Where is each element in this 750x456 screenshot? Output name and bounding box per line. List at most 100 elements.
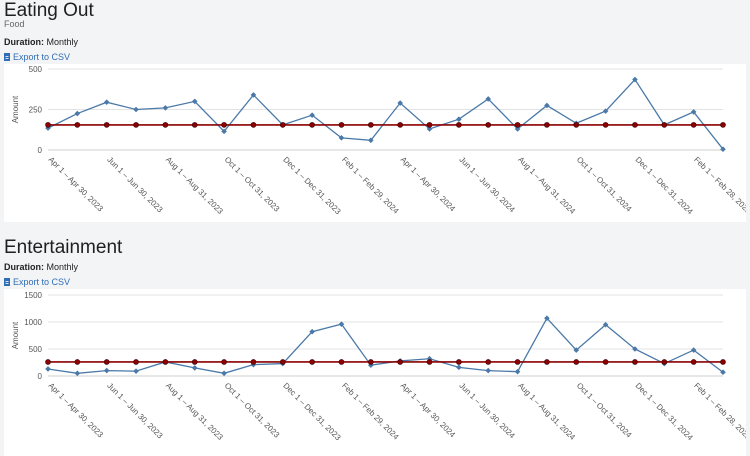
average-point[interactable] <box>397 359 403 365</box>
data-point[interactable] <box>74 370 81 377</box>
average-point[interactable] <box>191 122 198 128</box>
data-point[interactable] <box>514 368 521 375</box>
average-point[interactable] <box>573 122 580 128</box>
average-point[interactable] <box>74 122 81 128</box>
data-point[interactable] <box>690 347 697 353</box>
average-point[interactable] <box>162 359 169 365</box>
data-point[interactable] <box>514 126 521 132</box>
average-point[interactable] <box>573 359 580 365</box>
data-point[interactable] <box>368 137 374 144</box>
average-point[interactable] <box>74 359 81 365</box>
average-point[interactable] <box>191 359 198 365</box>
document-icon <box>4 278 10 288</box>
data-point[interactable] <box>602 108 609 114</box>
export-csv-link[interactable]: Export to CSV <box>4 277 70 288</box>
average-point[interactable] <box>250 359 257 365</box>
average-point[interactable] <box>309 122 315 128</box>
average-point[interactable] <box>661 359 668 365</box>
category-title: Entertainment <box>4 237 123 258</box>
data-point[interactable] <box>573 347 580 353</box>
section-eating-out: Eating Out Food Duration: Monthly Export… <box>0 0 750 225</box>
data-point[interactable] <box>309 112 315 118</box>
data-point[interactable] <box>103 367 110 374</box>
average-point[interactable] <box>514 359 521 365</box>
data-point[interactable] <box>397 100 403 106</box>
average-point[interactable] <box>690 122 697 128</box>
data-point[interactable] <box>250 92 257 98</box>
average-point[interactable] <box>133 359 139 365</box>
data-point[interactable] <box>191 365 198 371</box>
x-tick-label: Aug 1 – Aug 31, 2024 <box>516 155 577 216</box>
x-tick-label: Feb 1 – Feb 28, 2025 <box>692 155 746 216</box>
actual-series-line <box>47 317 724 374</box>
average-point[interactable] <box>338 122 345 128</box>
data-point[interactable] <box>133 368 139 374</box>
average-point[interactable] <box>279 122 286 128</box>
data-point[interactable] <box>133 106 139 113</box>
average-point[interactable] <box>368 122 374 128</box>
average-point[interactable] <box>162 122 169 128</box>
data-point[interactable] <box>456 116 462 123</box>
data-point[interactable] <box>103 99 110 106</box>
data-point[interactable] <box>632 76 638 83</box>
average-point[interactable] <box>221 122 227 128</box>
data-point[interactable] <box>338 321 345 327</box>
data-point[interactable] <box>162 105 169 111</box>
data-point[interactable] <box>690 109 697 115</box>
average-point[interactable] <box>690 359 697 365</box>
data-point[interactable] <box>221 128 227 135</box>
average-point[interactable] <box>397 122 403 128</box>
average-point[interactable] <box>661 122 668 128</box>
average-point[interactable] <box>368 359 374 365</box>
data-point[interactable] <box>720 146 726 152</box>
x-tick-label: Dec 1 – Dec 31, 2023 <box>281 155 342 216</box>
data-point[interactable] <box>632 346 638 352</box>
average-point[interactable] <box>485 122 492 128</box>
average-point[interactable] <box>632 359 638 365</box>
data-point[interactable] <box>544 315 550 322</box>
data-point[interactable] <box>602 321 609 328</box>
average-point[interactable] <box>544 122 550 128</box>
average-point[interactable] <box>632 122 638 128</box>
average-point[interactable] <box>426 122 433 128</box>
average-point[interactable] <box>103 359 110 365</box>
data-point[interactable] <box>426 126 433 132</box>
category-subtitle: Food <box>4 19 25 29</box>
data-point[interactable] <box>338 135 345 141</box>
data-point[interactable] <box>720 369 726 376</box>
average-point[interactable] <box>103 122 110 128</box>
average-point[interactable] <box>133 122 139 128</box>
data-point[interactable] <box>456 364 462 371</box>
average-point[interactable] <box>250 122 257 128</box>
average-point[interactable] <box>485 359 492 365</box>
x-tick-label: Aug 1 – Aug 31, 2024 <box>516 381 577 442</box>
data-point[interactable] <box>221 370 227 377</box>
y-axis-title: Amount <box>11 321 20 349</box>
average-point[interactable] <box>720 122 726 128</box>
average-point[interactable] <box>544 359 550 365</box>
average-point[interactable] <box>456 122 462 128</box>
export-csv-link[interactable]: Export to CSV <box>4 52 70 63</box>
data-point[interactable] <box>485 96 492 102</box>
average-point[interactable] <box>309 359 315 365</box>
average-point[interactable] <box>514 122 521 128</box>
data-point[interactable] <box>74 110 81 117</box>
average-point[interactable] <box>279 359 286 365</box>
x-tick-label: Jun 1 – Jun 30, 2024 <box>457 381 517 441</box>
data-point[interactable] <box>544 102 550 109</box>
average-point[interactable] <box>221 359 227 365</box>
data-point[interactable] <box>191 98 198 105</box>
x-tick-label: Aug 1 – Aug 31, 2023 <box>164 381 225 442</box>
data-point[interactable] <box>309 328 315 335</box>
average-point[interactable] <box>720 359 726 365</box>
average-point[interactable] <box>426 359 433 365</box>
average-point[interactable] <box>45 122 51 128</box>
data-point[interactable] <box>45 125 51 131</box>
average-point[interactable] <box>45 359 51 365</box>
average-point[interactable] <box>456 359 462 365</box>
data-point[interactable] <box>485 367 492 374</box>
average-point[interactable] <box>338 359 345 365</box>
data-point[interactable] <box>45 366 51 372</box>
average-point[interactable] <box>602 122 609 128</box>
average-point[interactable] <box>602 359 609 365</box>
